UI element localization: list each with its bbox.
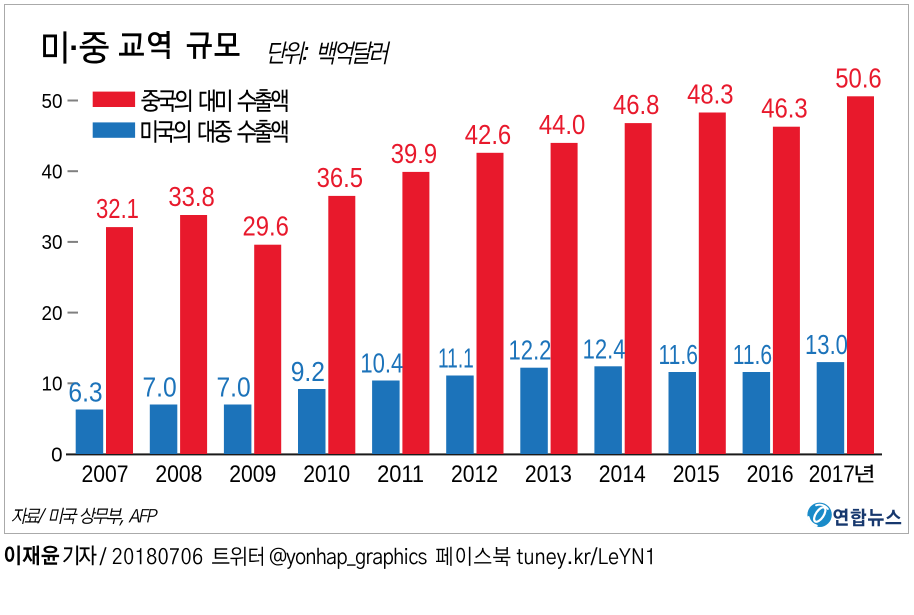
svg-text:11.1: 11.1 <box>438 343 474 374</box>
svg-text:2015: 2015 <box>673 461 720 488</box>
svg-text:10: 10 <box>42 373 63 396</box>
svg-text:12.2: 12.2 <box>509 335 552 366</box>
svg-text:11.6: 11.6 <box>733 339 772 370</box>
svg-text:0: 0 <box>51 443 62 466</box>
svg-text:33.8: 33.8 <box>168 181 214 212</box>
svg-text:9.2: 9.2 <box>291 356 325 387</box>
svg-text:46.3: 46.3 <box>761 93 807 124</box>
svg-text:13.0: 13.0 <box>805 329 848 360</box>
svg-text:40: 40 <box>42 161 63 184</box>
svg-text:2017: 2017 <box>809 461 855 488</box>
svg-text:42.6: 42.6 <box>465 119 511 150</box>
svg-text:50.6: 50.6 <box>835 62 881 93</box>
svg-text:30: 30 <box>42 231 63 254</box>
svg-text:20: 20 <box>42 302 63 325</box>
svg-text:2008: 2008 <box>155 461 202 488</box>
svg-text:2010: 2010 <box>303 461 350 488</box>
svg-text:2013: 2013 <box>525 461 572 488</box>
svg-text:6.3: 6.3 <box>68 377 102 408</box>
svg-text:50: 50 <box>42 90 63 113</box>
svg-text:2011: 2011 <box>377 461 424 488</box>
svg-text:7.0: 7.0 <box>217 372 251 403</box>
svg-text:11.6: 11.6 <box>659 339 698 370</box>
svg-text:32.1: 32.1 <box>96 193 139 224</box>
svg-text:7.0: 7.0 <box>143 372 177 403</box>
svg-text:46.8: 46.8 <box>613 89 659 120</box>
svg-text:2012: 2012 <box>451 461 498 488</box>
svg-text:44.0: 44.0 <box>539 109 585 140</box>
svg-text:29.6: 29.6 <box>243 211 289 242</box>
svg-text:12.4: 12.4 <box>583 333 626 364</box>
svg-text:2007: 2007 <box>82 461 129 488</box>
svg-text:10.4: 10.4 <box>360 348 403 379</box>
svg-text:2016: 2016 <box>747 461 794 488</box>
svg-text:39.9: 39.9 <box>391 138 437 169</box>
svg-text:48.3: 48.3 <box>687 79 733 110</box>
svg-text:2009: 2009 <box>229 461 276 488</box>
svg-text:36.5: 36.5 <box>317 162 363 193</box>
svg-text:2014: 2014 <box>599 461 646 488</box>
